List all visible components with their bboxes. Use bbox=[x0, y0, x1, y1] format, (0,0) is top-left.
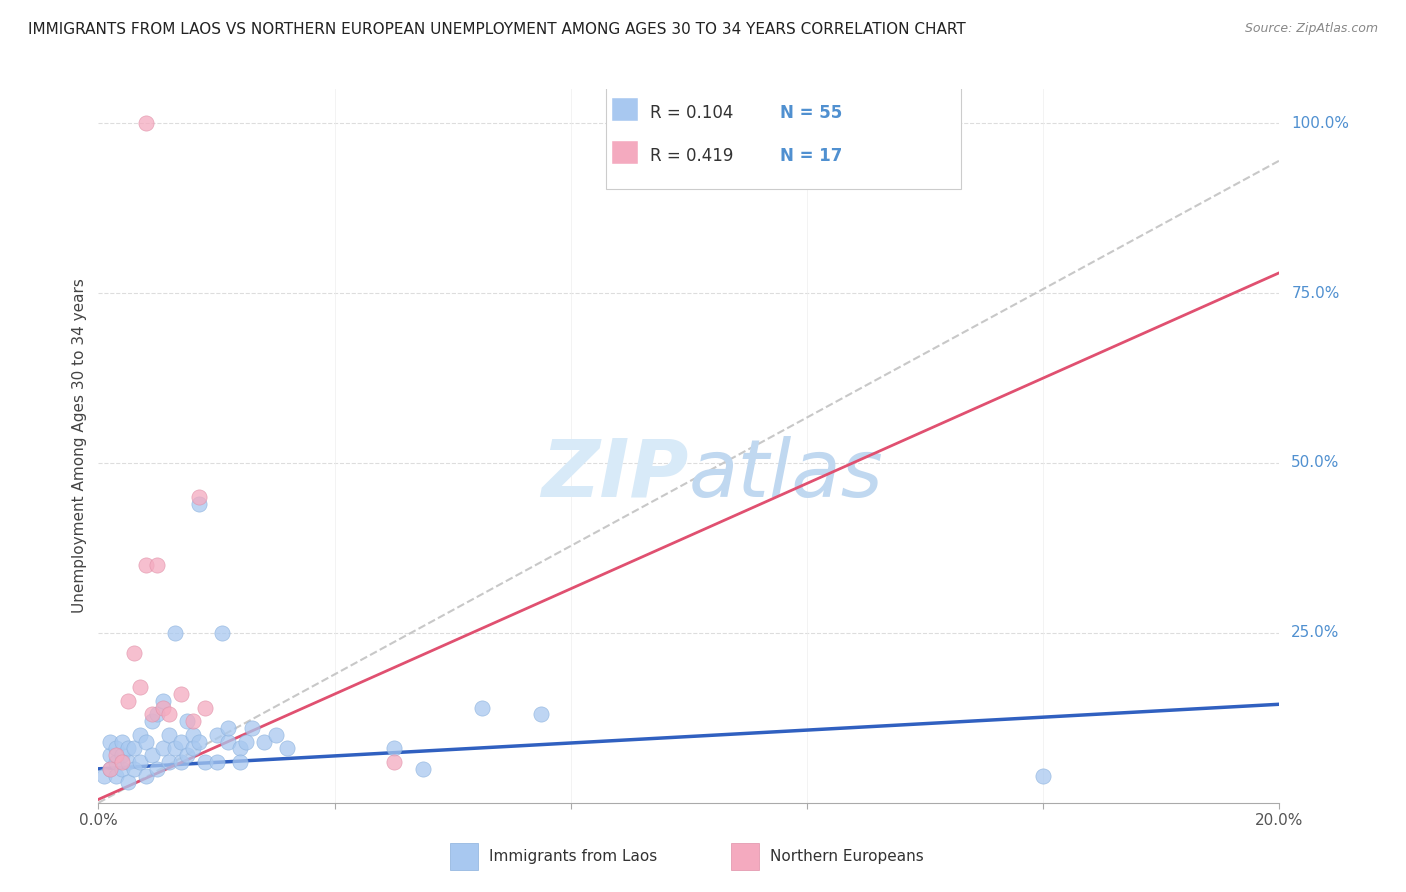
Point bbox=[176, 714, 198, 729]
Point bbox=[187, 490, 209, 504]
FancyBboxPatch shape bbox=[612, 141, 638, 164]
Point bbox=[93, 769, 115, 783]
Text: N = 17: N = 17 bbox=[780, 146, 842, 164]
Point bbox=[111, 762, 134, 776]
Point bbox=[165, 626, 187, 640]
Point bbox=[217, 721, 239, 735]
Point bbox=[141, 748, 163, 763]
Point bbox=[170, 734, 193, 748]
Point bbox=[128, 755, 150, 769]
Point bbox=[122, 646, 145, 660]
Point bbox=[105, 748, 128, 763]
Point bbox=[187, 497, 209, 511]
Point bbox=[111, 734, 134, 748]
Point bbox=[152, 741, 174, 756]
Point bbox=[105, 741, 128, 756]
Text: Northern Europeans: Northern Europeans bbox=[770, 849, 924, 863]
Point bbox=[157, 707, 180, 722]
Text: 75.0%: 75.0% bbox=[1291, 285, 1340, 301]
Point bbox=[105, 755, 128, 769]
Point bbox=[146, 558, 169, 572]
Text: IMMIGRANTS FROM LAOS VS NORTHERN EUROPEAN UNEMPLOYMENT AMONG AGES 30 TO 34 YEARS: IMMIGRANTS FROM LAOS VS NORTHERN EUROPEA… bbox=[28, 22, 966, 37]
Point bbox=[117, 775, 139, 789]
Point bbox=[229, 755, 252, 769]
Text: atlas: atlas bbox=[689, 435, 884, 514]
Point bbox=[194, 700, 217, 714]
Point bbox=[135, 769, 157, 783]
Point bbox=[141, 714, 163, 729]
Point bbox=[170, 755, 193, 769]
Point bbox=[105, 769, 128, 783]
Point bbox=[276, 741, 298, 756]
Point bbox=[170, 687, 193, 701]
Text: Source: ZipAtlas.com: Source: ZipAtlas.com bbox=[1244, 22, 1378, 36]
Point bbox=[135, 116, 157, 130]
Point bbox=[128, 680, 150, 694]
Point bbox=[382, 741, 405, 756]
Point bbox=[235, 734, 257, 748]
Point bbox=[117, 755, 139, 769]
Point bbox=[240, 721, 263, 735]
Text: ZIP: ZIP bbox=[541, 435, 689, 514]
Point bbox=[176, 748, 198, 763]
Point bbox=[111, 755, 134, 769]
Point bbox=[98, 748, 121, 763]
Point bbox=[98, 762, 121, 776]
Point bbox=[122, 741, 145, 756]
Point bbox=[135, 734, 157, 748]
FancyBboxPatch shape bbox=[606, 78, 960, 189]
FancyBboxPatch shape bbox=[612, 98, 638, 121]
Point bbox=[135, 558, 157, 572]
Point bbox=[471, 700, 494, 714]
Point bbox=[205, 728, 228, 742]
Point bbox=[194, 755, 217, 769]
Text: Immigrants from Laos: Immigrants from Laos bbox=[489, 849, 658, 863]
Point bbox=[157, 755, 180, 769]
Point bbox=[253, 734, 276, 748]
Point bbox=[117, 741, 139, 756]
Point bbox=[205, 755, 228, 769]
Point bbox=[530, 707, 553, 722]
Point bbox=[181, 714, 204, 729]
Point bbox=[122, 762, 145, 776]
Y-axis label: Unemployment Among Ages 30 to 34 years: Unemployment Among Ages 30 to 34 years bbox=[72, 278, 87, 614]
Point bbox=[181, 728, 204, 742]
Text: R = 0.104: R = 0.104 bbox=[650, 103, 734, 121]
Point bbox=[264, 728, 287, 742]
Point bbox=[98, 734, 121, 748]
Point bbox=[152, 694, 174, 708]
Point bbox=[412, 762, 434, 776]
Text: 50.0%: 50.0% bbox=[1291, 456, 1340, 470]
Point bbox=[111, 748, 134, 763]
Point bbox=[141, 707, 163, 722]
Point bbox=[152, 700, 174, 714]
Point bbox=[98, 762, 121, 776]
Point bbox=[128, 728, 150, 742]
Text: 25.0%: 25.0% bbox=[1291, 625, 1340, 640]
Text: R = 0.419: R = 0.419 bbox=[650, 146, 734, 164]
Point bbox=[117, 694, 139, 708]
Point bbox=[187, 734, 209, 748]
Point bbox=[165, 741, 187, 756]
Text: N = 55: N = 55 bbox=[780, 103, 842, 121]
Point bbox=[181, 741, 204, 756]
Point bbox=[382, 755, 405, 769]
Point bbox=[211, 626, 233, 640]
Point bbox=[157, 728, 180, 742]
Point bbox=[146, 707, 169, 722]
Point bbox=[146, 762, 169, 776]
Text: 100.0%: 100.0% bbox=[1291, 116, 1350, 131]
Point bbox=[229, 741, 252, 756]
Point bbox=[217, 734, 239, 748]
Point bbox=[1032, 769, 1054, 783]
